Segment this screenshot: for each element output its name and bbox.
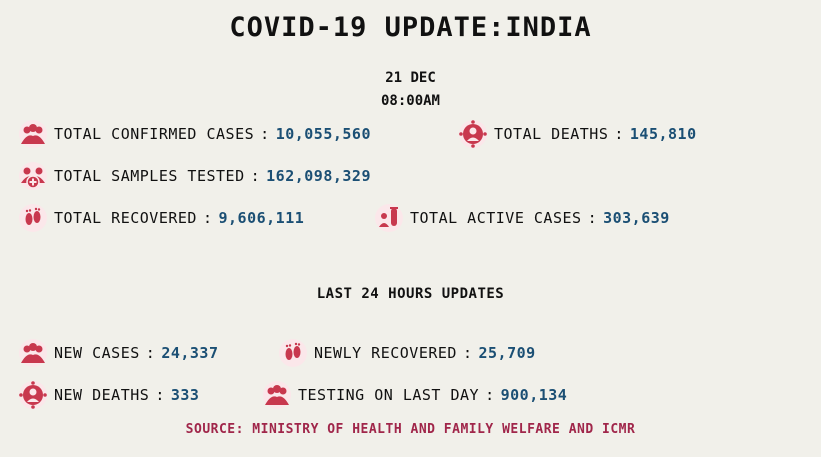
stat-label: TOTAL RECOVERED — [54, 209, 197, 227]
stat-separator: : — [614, 125, 624, 143]
stat-new-deaths: NEW DEATHS : 333 — [18, 380, 199, 410]
stat-value: 145,810 — [629, 125, 697, 143]
stat-label: TOTAL CONFIRMED CASES — [54, 125, 255, 143]
virus-person-icon — [459, 120, 487, 148]
page-title: COVID-19 UPDATE:INDIA — [229, 12, 592, 43]
virus-person-icon — [19, 381, 47, 409]
update-date: 21 DEC — [385, 70, 436, 86]
people-group-icon — [263, 381, 291, 409]
stat-new-cases: NEW CASES : 24,337 — [18, 338, 219, 368]
source-note: SOURCE: MINISTRY OF HEALTH AND FAMILY WE… — [185, 422, 636, 437]
stat-label: NEW DEATHS — [54, 386, 150, 404]
stat-value: 10,055,560 — [275, 125, 371, 143]
stat-value: 333 — [170, 386, 200, 404]
stat-value: 25,709 — [478, 344, 536, 362]
stat-value: 303,639 — [603, 209, 670, 227]
stat-total-samples: TOTAL SAMPLES TESTED : 162,098,329 — [18, 161, 371, 191]
people-group-icon — [19, 120, 47, 148]
stat-testing-last-day: TESTING ON LAST DAY : 900,134 — [262, 380, 567, 410]
stat-separator: : — [462, 344, 473, 362]
stat-label: NEWLY RECOVERED — [314, 344, 457, 362]
stat-total-active: TOTAL ACTIVE CASES : 303,639 — [374, 203, 670, 233]
people-group-icon — [19, 339, 47, 367]
people-plus-icon — [19, 162, 47, 190]
stat-value: 9,606,111 — [218, 209, 305, 227]
stat-total-recovered: TOTAL RECOVERED : 9,606,111 — [18, 203, 304, 233]
stat-separator: : — [260, 125, 270, 143]
last-24-hours-heading: LAST 24 HOURS UPDATES — [316, 286, 505, 302]
stat-separator: : — [587, 209, 598, 227]
stat-separator: : — [155, 386, 165, 404]
stat-label: TOTAL DEATHS — [494, 125, 609, 143]
footprints-icon — [19, 204, 47, 232]
stat-total-confirmed: TOTAL CONFIRMED CASES : 10,055,560 — [18, 119, 371, 149]
stat-total-deaths: TOTAL DEATHS : 145,810 — [458, 119, 697, 149]
stat-label: NEW CASES — [54, 344, 140, 362]
stat-separator: : — [202, 209, 213, 227]
footprints-icon — [279, 339, 307, 367]
test-tube-person-icon — [375, 204, 403, 232]
update-time: 08:00AM — [380, 93, 440, 109]
stat-value: 900,134 — [500, 386, 568, 404]
stat-separator: : — [485, 386, 495, 404]
stat-value: 24,337 — [161, 344, 219, 362]
stat-label: TOTAL SAMPLES TESTED — [54, 167, 245, 185]
stat-newly-recovered: NEWLY RECOVERED : 25,709 — [278, 338, 536, 368]
stat-label: TESTING ON LAST DAY — [298, 386, 480, 404]
stat-label: TOTAL ACTIVE CASES — [410, 209, 582, 227]
stat-separator: : — [145, 344, 156, 362]
stat-value: 162,098,329 — [266, 167, 371, 185]
stat-separator: : — [250, 167, 261, 185]
